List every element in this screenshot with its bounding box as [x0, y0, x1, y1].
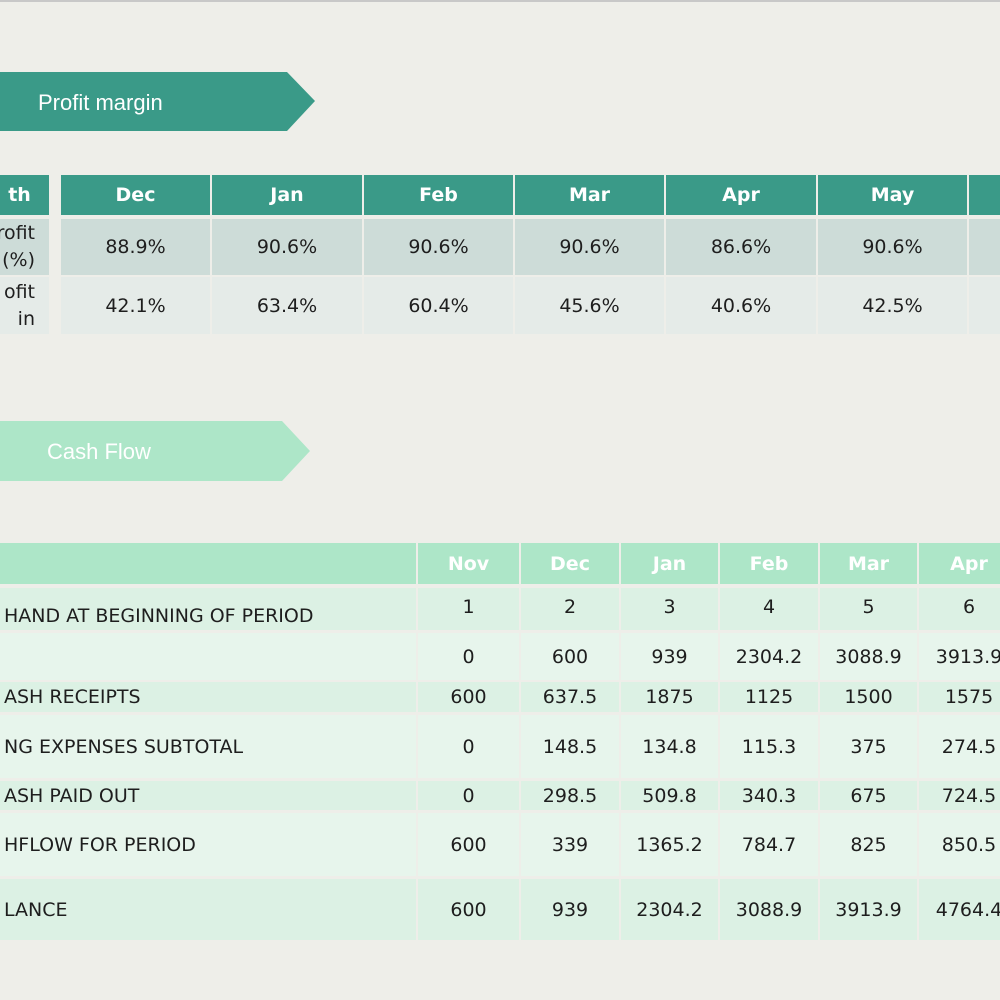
data-cell: 3088.9: [720, 879, 818, 940]
data-cell: 3088.9: [820, 633, 917, 680]
data-cell: 42.5%: [818, 277, 967, 334]
header-cell: Nov: [418, 543, 519, 584]
data-cell: 1500: [820, 682, 917, 712]
data-cell: 298.5: [521, 781, 619, 810]
data-cell: [969, 277, 1000, 334]
header-cell: Apr: [919, 543, 1000, 584]
row-label: HFLOW FOR PERIOD: [0, 813, 416, 876]
data-cell: 3913.9: [820, 879, 917, 940]
label-line: (%): [2, 249, 35, 271]
data-cell: 0: [418, 633, 519, 680]
header-cell: Jan: [621, 543, 718, 584]
header-cell: Mar: [820, 543, 917, 584]
data-cell: 42.1%: [61, 277, 210, 334]
row-label: HAND AT BEGINNING OF PERIOD: [0, 588, 416, 630]
data-cell: 6: [919, 588, 1000, 630]
header-cell: [0, 543, 416, 584]
row-label: LANCE: [0, 879, 416, 940]
row-label: [0, 633, 416, 680]
data-cell: 90.6%: [515, 219, 664, 275]
header-cell: Jan: [212, 175, 362, 215]
data-cell: 63.4%: [212, 277, 362, 334]
data-cell: 2304.2: [621, 879, 718, 940]
data-cell: 148.5: [521, 715, 619, 778]
data-cell: 2304.2: [720, 633, 818, 680]
header-cell: Feb: [364, 175, 513, 215]
header-cell: Apr: [666, 175, 816, 215]
data-cell: 340.3: [720, 781, 818, 810]
data-cell: 86.6%: [666, 219, 816, 275]
data-cell: 939: [521, 879, 619, 940]
data-cell: 90.6%: [818, 219, 967, 275]
data-cell: 134.8: [621, 715, 718, 778]
data-cell: 88.9%: [61, 219, 210, 275]
data-cell: 600: [521, 633, 619, 680]
section-title: Cash Flow: [47, 439, 151, 464]
data-cell: 60.4%: [364, 277, 513, 334]
row-label: ASH RECEIPTS: [0, 682, 416, 712]
data-cell: 600: [418, 682, 519, 712]
header-cell: Dec: [521, 543, 619, 584]
data-cell: 2: [521, 588, 619, 630]
data-cell: 90.6%: [212, 219, 362, 275]
data-cell: 600: [418, 879, 519, 940]
data-cell: 784.7: [720, 813, 818, 876]
data-cell: 3913.9: [919, 633, 1000, 680]
data-cell: 0: [418, 781, 519, 810]
data-cell: [969, 219, 1000, 275]
row-label: NG EXPENSES SUBTOTAL: [0, 715, 416, 778]
data-cell: 1125: [720, 682, 818, 712]
row-label: rofit (%): [0, 219, 49, 275]
banner-arrow: [0, 72, 315, 131]
data-cell: 4: [720, 588, 818, 630]
header-cell: th: [0, 175, 49, 215]
data-cell: 1365.2: [621, 813, 718, 876]
data-cell: 939: [621, 633, 718, 680]
data-cell: 850.5: [919, 813, 1000, 876]
data-cell: 724.5: [919, 781, 1000, 810]
data-cell: 339: [521, 813, 619, 876]
section-title: Profit margin: [38, 90, 163, 115]
data-cell: 115.3: [720, 715, 818, 778]
header-cell: May: [818, 175, 967, 215]
data-cell: 4764.4: [919, 879, 1000, 940]
label-line: in: [17, 307, 35, 330]
header-cell: Mar: [515, 175, 664, 215]
data-cell: 45.6%: [515, 277, 664, 334]
data-cell: 637.5: [521, 682, 619, 712]
data-cell: 1: [418, 588, 519, 630]
data-cell: 3: [621, 588, 718, 630]
data-cell: 40.6%: [666, 277, 816, 334]
data-cell: 5: [820, 588, 917, 630]
header-cell: Feb: [720, 543, 818, 584]
data-cell: 90.6%: [364, 219, 513, 275]
top-border: [0, 0, 1000, 2]
data-cell: 1575: [919, 682, 1000, 712]
banner-arrow: [0, 421, 310, 481]
data-cell: 600: [418, 813, 519, 876]
data-cell: 274.5: [919, 715, 1000, 778]
row-label: ofit in: [0, 277, 49, 334]
header-cell: [969, 175, 1000, 215]
data-cell: 375: [820, 715, 917, 778]
data-cell: 509.8: [621, 781, 718, 810]
header-cell: Dec: [61, 175, 210, 215]
data-cell: 0: [418, 715, 519, 778]
banners: [0, 72, 315, 481]
row-label: ASH PAID OUT: [0, 781, 416, 810]
data-cell: 675: [820, 781, 917, 810]
label-line: rofit: [0, 222, 35, 244]
data-cell: 825: [820, 813, 917, 876]
label-line: ofit: [3, 280, 35, 303]
data-cell: 1875: [621, 682, 718, 712]
